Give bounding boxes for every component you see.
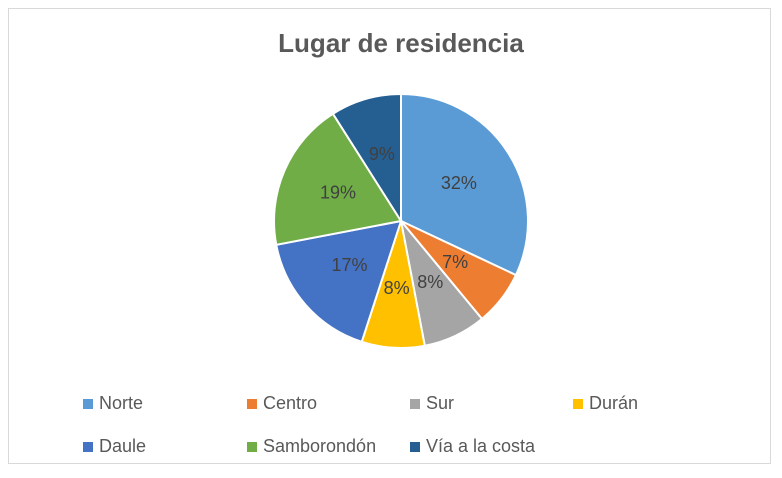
legend-label: Samborondón [263, 436, 376, 456]
pie-slice [273, 112, 403, 246]
data-label: 7% [442, 252, 468, 272]
legend-label: Vía a la costa [426, 436, 536, 456]
data-label: 17% [332, 255, 368, 275]
legend-label: Durán [589, 393, 638, 413]
pie-slice [331, 92, 402, 225]
data-label: 8% [384, 278, 410, 298]
legend-swatch [410, 442, 420, 452]
data-label: 19% [320, 183, 356, 203]
legend-label: Centro [263, 393, 317, 413]
legend-label: Norte [99, 393, 143, 413]
legend-label: Daule [99, 436, 146, 456]
data-label: 9% [369, 144, 395, 164]
legend-swatch [247, 442, 257, 452]
pie-slice [400, 92, 529, 277]
legend-swatch [247, 399, 257, 409]
legend-swatch [83, 399, 93, 409]
legend-swatch [410, 399, 420, 409]
legend-swatch [573, 399, 583, 409]
data-label: 8% [417, 272, 443, 292]
legend-label: Sur [426, 393, 454, 413]
pie-slice [275, 219, 403, 344]
legend-swatch [83, 442, 93, 452]
data-label: 32% [441, 173, 477, 193]
chart-title: Lugar de residencia [278, 28, 524, 58]
